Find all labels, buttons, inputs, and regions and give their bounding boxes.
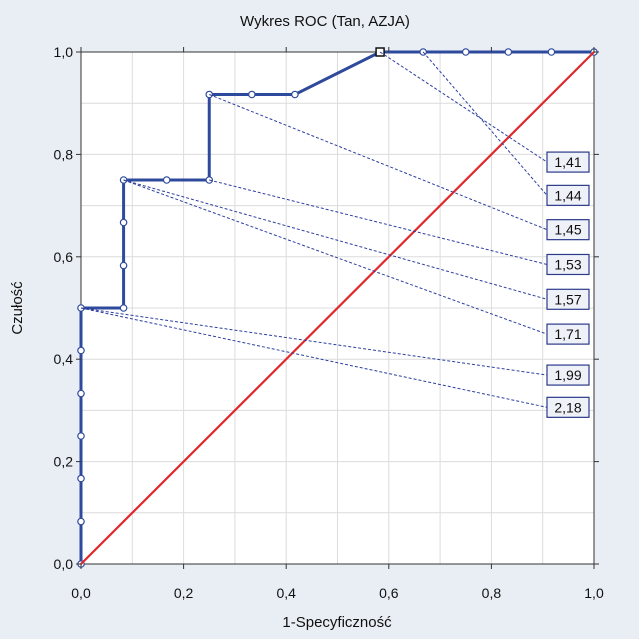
y-tick-label: 0,8 <box>54 146 74 162</box>
annotation-label: 1,99 <box>554 367 581 383</box>
y-tick-label: 1,0 <box>54 44 74 60</box>
annotation-box <box>546 151 590 173</box>
annotation-box <box>546 219 590 241</box>
annotation-box <box>546 184 590 206</box>
chart-title: Wykres ROC (Tan, AZJA) <box>240 13 410 30</box>
roc-data-point <box>77 346 85 355</box>
annotation-box <box>546 396 590 418</box>
annotation-box <box>546 364 590 386</box>
annotation-label: 1,45 <box>554 222 581 238</box>
annotation-leader-line <box>80 307 548 376</box>
roc-data-point <box>504 48 513 56</box>
x-tick-label: 1,0 <box>584 585 604 601</box>
roc-data-point <box>119 218 128 227</box>
y-tick-label: 0,2 <box>54 454 74 470</box>
annotation-leader-line <box>80 307 548 408</box>
x-axis-label: 1-Specyficzność <box>282 614 392 631</box>
x-tick-label: 0,0 <box>71 585 91 601</box>
annotation-leader-line <box>209 94 548 231</box>
x-tick-label: 0,2 <box>174 585 194 601</box>
roc-data-point <box>77 389 85 398</box>
annotation-box <box>546 253 590 276</box>
roc-data-point <box>77 432 85 440</box>
annotation-leader-line <box>123 179 548 300</box>
y-axis-label: Czułość <box>9 281 26 335</box>
roc-data-point <box>119 304 128 312</box>
x-tick-label: 0,4 <box>276 585 296 601</box>
annotation-box <box>546 323 590 345</box>
annotation-label: 1,41 <box>554 154 581 170</box>
annotation-leader-line <box>379 51 548 163</box>
roc-data-point <box>248 90 256 99</box>
roc-data-point <box>119 261 128 270</box>
annotation-label: 2,18 <box>554 399 581 415</box>
annotation-leader-line <box>209 179 548 265</box>
roc-data-point <box>461 48 470 56</box>
annotation-label: 1,57 <box>554 291 581 307</box>
roc-data-point <box>291 90 299 99</box>
x-tick-label: 0,6 <box>379 585 399 601</box>
reference-diagonal-line <box>80 51 595 565</box>
roc-data-point <box>547 48 556 56</box>
y-tick-label: 0,0 <box>54 556 74 572</box>
roc-curve-line <box>79 50 594 564</box>
annotation-label: 1,44 <box>554 187 581 203</box>
annotation-label: 1,53 <box>554 256 581 272</box>
x-tick-label: 0,8 <box>482 585 502 601</box>
roc-data-point <box>77 517 85 526</box>
annotation-leader-line <box>123 179 548 335</box>
roc-data-point <box>419 48 427 56</box>
annotation-box <box>546 288 590 310</box>
y-tick-label: 0,4 <box>54 351 74 367</box>
roc-data-point <box>162 176 171 184</box>
annotation-label: 1,71 <box>554 326 581 342</box>
y-tick-label: 0,6 <box>54 249 74 265</box>
annotation-leader-line <box>422 51 548 196</box>
roc-data-point <box>77 474 85 483</box>
